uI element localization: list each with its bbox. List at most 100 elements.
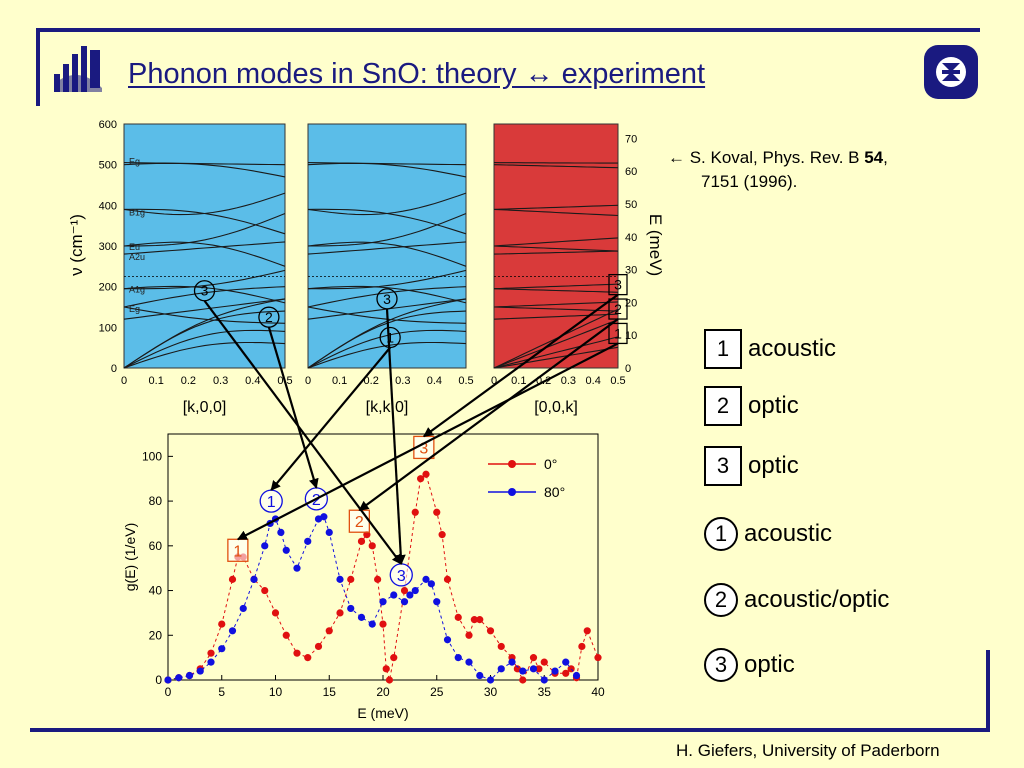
- dos-data-point: [529, 654, 538, 662]
- dos-data-point: [470, 616, 478, 624]
- dos-data-point: [282, 546, 290, 554]
- dos-ytick-label: 80: [149, 494, 163, 508]
- dispersion-branch: [493, 162, 618, 164]
- mode-mapping-arrow: [358, 318, 619, 512]
- dispersion-mode-label: Eu: [129, 242, 140, 252]
- mode-mapping-arrow: [270, 346, 392, 491]
- dispersion-mode-label: Eg: [129, 157, 140, 167]
- dos-ylabel: g(E) (1/eV): [122, 523, 138, 591]
- dispersion-ytick-left: 400: [99, 200, 117, 212]
- dos-data-point: [427, 580, 435, 588]
- reference-suffix: ,: [883, 148, 888, 167]
- dispersion-xlabel: [k,k,0]: [366, 399, 409, 416]
- experiment-mode-row-3: 3 optic: [704, 645, 795, 685]
- dos-data-point: [508, 658, 516, 666]
- dispersion-branch: [123, 241, 286, 255]
- dispersion-branch: [123, 298, 286, 369]
- dos-data-point: [282, 631, 290, 639]
- dispersion-ytick-right: 10: [625, 330, 637, 342]
- mode-mapping-arrow: [423, 293, 619, 438]
- dos-ytick-label: 20: [149, 628, 163, 642]
- dos-data-point: [175, 674, 183, 682]
- dispersion-xtick: 0.3: [213, 375, 228, 387]
- dispersion-branch: [123, 286, 286, 308]
- dos-data-point: [438, 531, 446, 539]
- dos-data-point: [185, 671, 194, 680]
- dispersion-branch: [123, 241, 286, 267]
- dispersion-branch: [307, 285, 467, 304]
- dispersion-ytick-right: 50: [625, 199, 637, 211]
- dos-xtick-label: 0: [165, 685, 172, 699]
- dos-data-point: [336, 575, 344, 583]
- dispersion-branch: [493, 319, 619, 369]
- dos-data-point: [519, 676, 527, 684]
- dos-data-point: [207, 649, 215, 657]
- dispersion-branch: [493, 237, 619, 247]
- dispersion-branch: [123, 329, 286, 369]
- dispersion-ylabel-left: ν (cm⁻¹): [67, 214, 86, 276]
- dispersion-xtick: 0.3: [561, 375, 576, 387]
- dispersion-branch: [307, 241, 467, 267]
- dispersion-ylabel-right: E (meV): [646, 214, 665, 276]
- dispersion-branch: [493, 346, 619, 369]
- dispersion-branch: [493, 164, 619, 169]
- dos-xlabel: E (meV): [357, 705, 408, 721]
- department-logo: [924, 45, 978, 99]
- dispersion-xtick: 0: [491, 375, 497, 387]
- dos-data-point: [583, 627, 591, 635]
- dos-data-point: [196, 667, 204, 675]
- dos-data-point: [379, 620, 387, 628]
- dispersion-branch: [123, 341, 286, 369]
- dispersion-branch: [307, 341, 467, 369]
- experiment-mode-number: 2: [704, 583, 738, 617]
- dispersion-mode-label: Eg: [129, 304, 140, 314]
- dos-data-point: [454, 613, 462, 621]
- dispersion-marker-number: 1: [386, 330, 394, 346]
- dos-data-point: [513, 665, 521, 673]
- dos-data-point: [374, 575, 382, 583]
- dos-xtick-label: 20: [376, 685, 390, 699]
- experiment-mode-label: optic: [744, 651, 795, 678]
- dispersion-branch: [493, 204, 619, 210]
- dos-data-point: [218, 645, 226, 653]
- dispersion-mode-label: A1g: [129, 285, 145, 295]
- dos-data-point: [357, 537, 366, 545]
- dos-data-point: [454, 654, 462, 662]
- dispersion-xlabel: [0,0,k]: [534, 399, 578, 416]
- dispersion-xtick: 0.1: [511, 375, 526, 387]
- dispersion-xtick: 0.5: [610, 375, 625, 387]
- dos-data-point: [400, 586, 409, 595]
- dos-ytick-label: 40: [149, 584, 163, 598]
- dos-legend-label: 0°: [544, 456, 557, 472]
- dos-data-point: [433, 598, 441, 606]
- dos-data-point: [382, 665, 390, 673]
- theory-mode-label: optic: [748, 392, 799, 419]
- dispersion-marker-number: 2: [614, 301, 622, 317]
- dos-data-point: [347, 575, 355, 583]
- dos-data-point: [250, 575, 258, 583]
- dispersion-branch: [307, 208, 467, 235]
- dispersion-xtick: 0.3: [395, 375, 410, 387]
- university-logo: [54, 46, 102, 92]
- dos-data-point: [390, 591, 398, 599]
- dispersion-ytick-right: 60: [625, 166, 637, 178]
- dispersion-ytick-left: 200: [99, 282, 117, 294]
- dispersion-xtick: 0.4: [586, 375, 601, 387]
- dispersion-branch: [124, 212, 286, 247]
- dos-xtick-label: 35: [538, 685, 552, 699]
- dos-data-point: [261, 586, 269, 595]
- dos-data-point: [562, 658, 570, 666]
- dos-data-point: [476, 616, 484, 624]
- dispersion-branch: [493, 301, 619, 308]
- dispersion-ytick-right: 70: [625, 133, 637, 145]
- dispersion-ytick-right: 40: [625, 232, 637, 244]
- dos-data-point: [497, 665, 505, 673]
- dos-data-point: [411, 586, 419, 595]
- dispersion-branch: [123, 306, 286, 324]
- dos-data-point: [422, 575, 430, 583]
- dos-data-point: [207, 658, 215, 666]
- dos-marker-number: 2: [355, 514, 364, 531]
- dos-data-point: [578, 642, 586, 651]
- dos-data-point: [572, 671, 581, 680]
